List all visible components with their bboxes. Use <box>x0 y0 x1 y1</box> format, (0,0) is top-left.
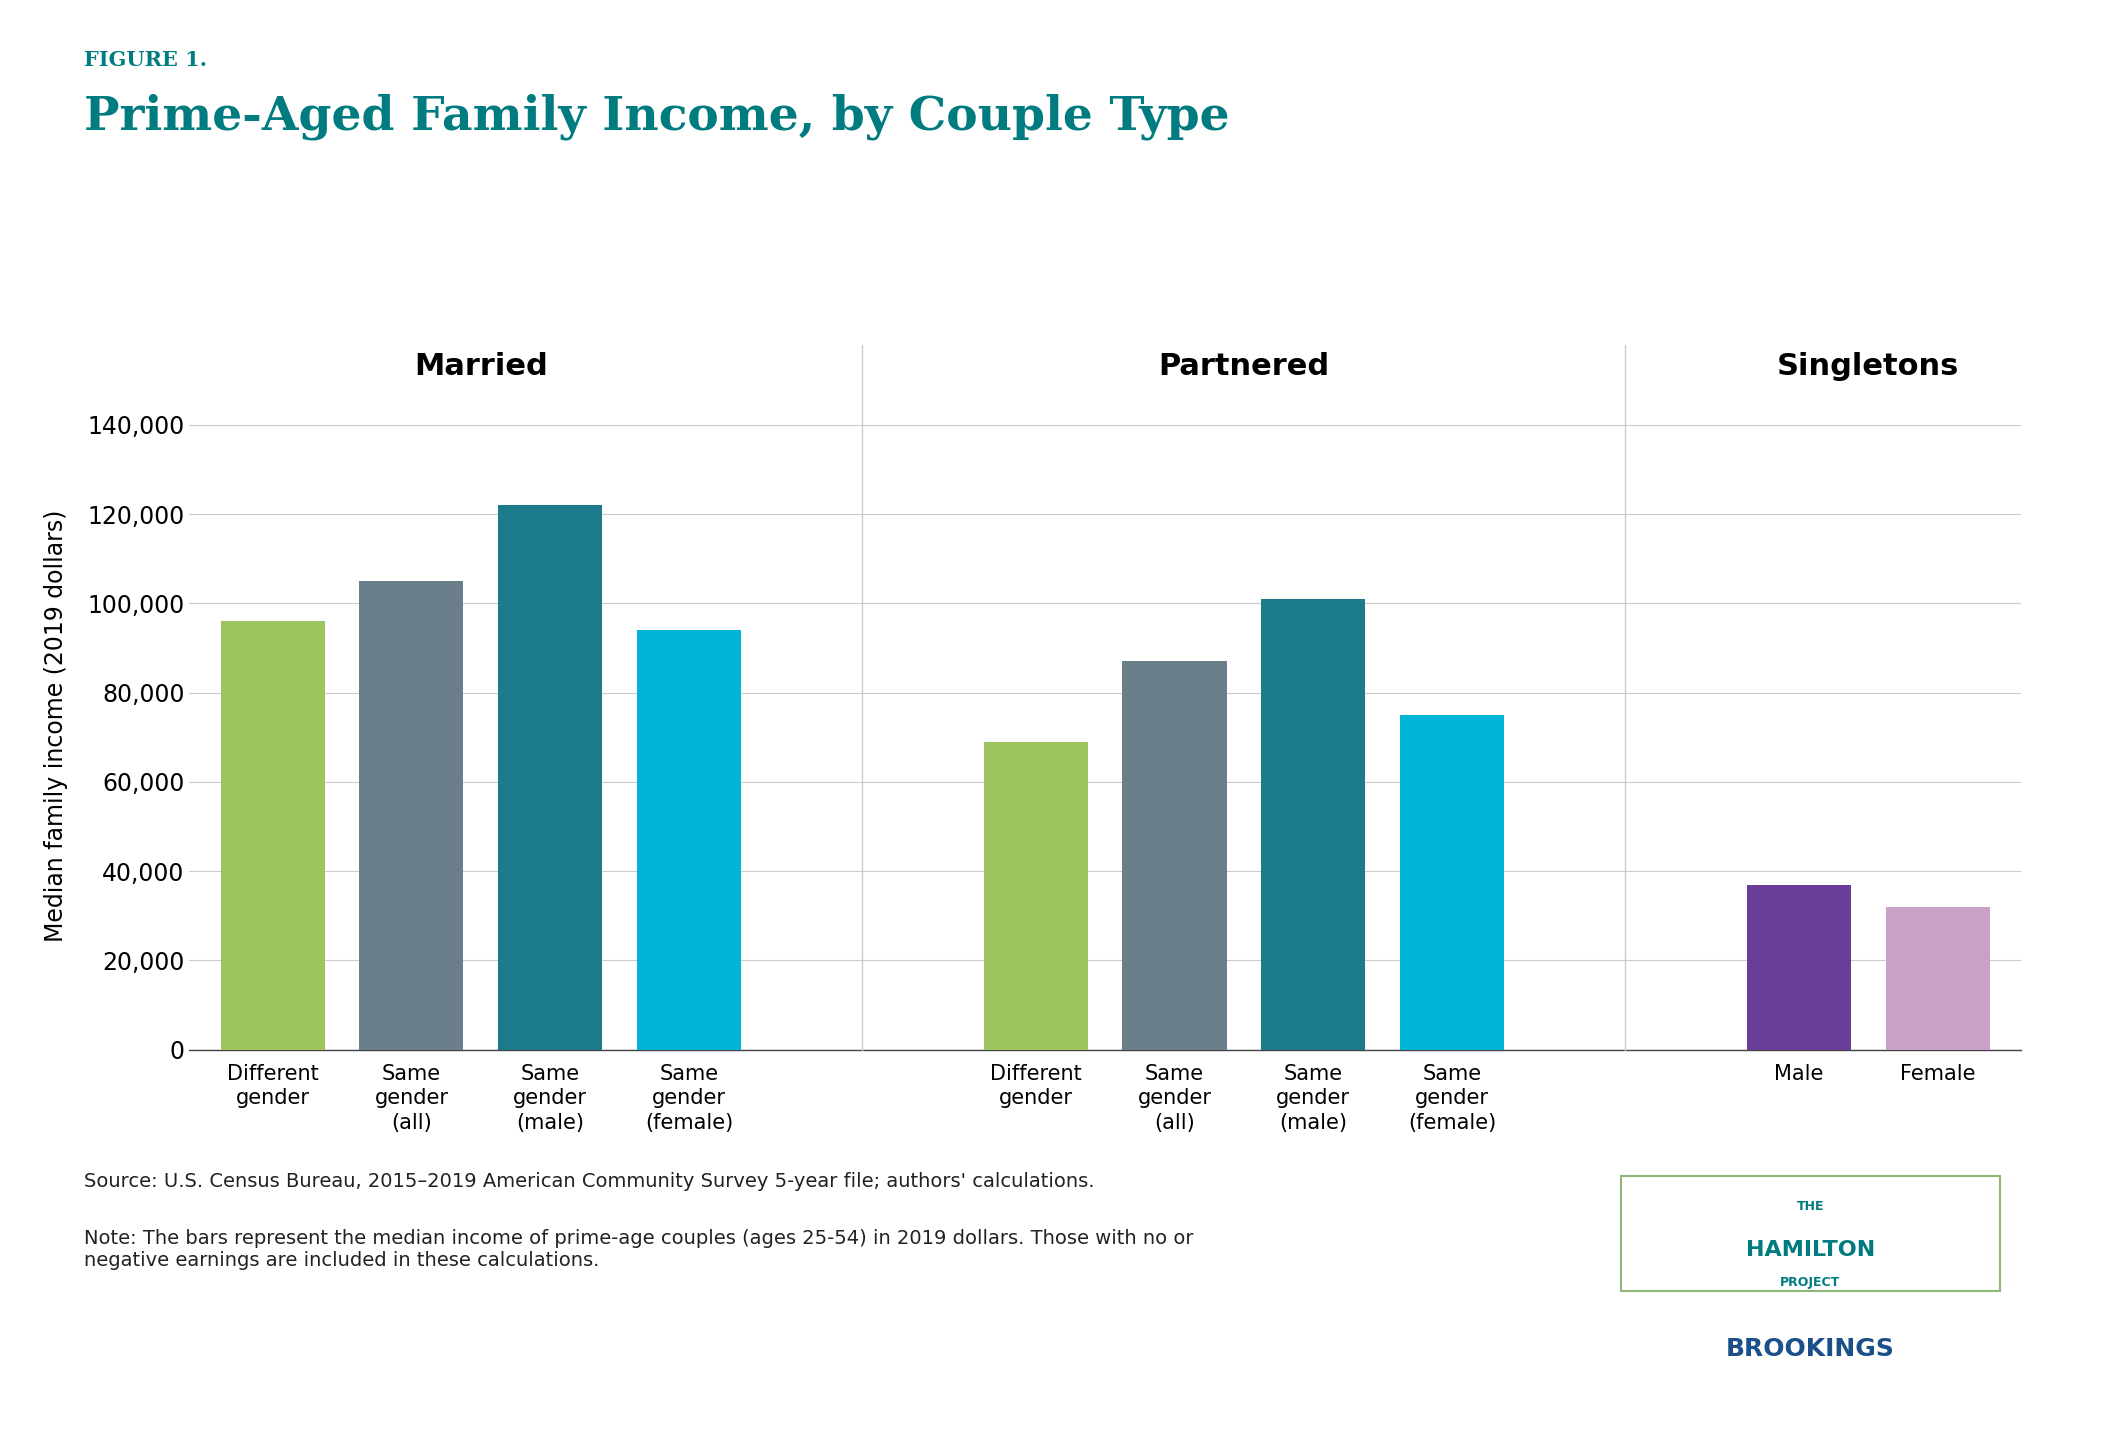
Y-axis label: Median family income (2019 dollars): Median family income (2019 dollars) <box>44 510 67 942</box>
Text: Singletons: Singletons <box>1777 352 1960 381</box>
Text: Married: Married <box>415 352 547 381</box>
Bar <box>1747 884 1850 1050</box>
Bar <box>1400 715 1503 1050</box>
Bar <box>1122 661 1227 1050</box>
Text: FIGURE 1.: FIGURE 1. <box>84 50 206 70</box>
Text: THE: THE <box>1796 1199 1825 1212</box>
Bar <box>221 621 324 1050</box>
Bar <box>1261 600 1366 1050</box>
Text: BROOKINGS: BROOKINGS <box>1726 1337 1894 1360</box>
Text: HAMILTON: HAMILTON <box>1745 1240 1876 1260</box>
Text: Source: U.S. Census Bureau, 2015–2019 American Community Survey 5-year file; aut: Source: U.S. Census Bureau, 2015–2019 Am… <box>84 1172 1095 1191</box>
Bar <box>1886 907 1989 1050</box>
Text: Partnered: Partnered <box>1158 352 1330 381</box>
Bar <box>983 742 1088 1050</box>
Text: Prime-Aged Family Income, by Couple Type: Prime-Aged Family Income, by Couple Type <box>84 93 1229 139</box>
Bar <box>638 630 741 1050</box>
Text: PROJECT: PROJECT <box>1781 1276 1840 1288</box>
FancyBboxPatch shape <box>1621 1176 2000 1291</box>
Bar <box>360 581 463 1050</box>
Text: Note: The bars represent the median income of prime-age couples (ages 25-54) in : Note: The bars represent the median inco… <box>84 1229 1194 1271</box>
Bar <box>499 505 602 1050</box>
